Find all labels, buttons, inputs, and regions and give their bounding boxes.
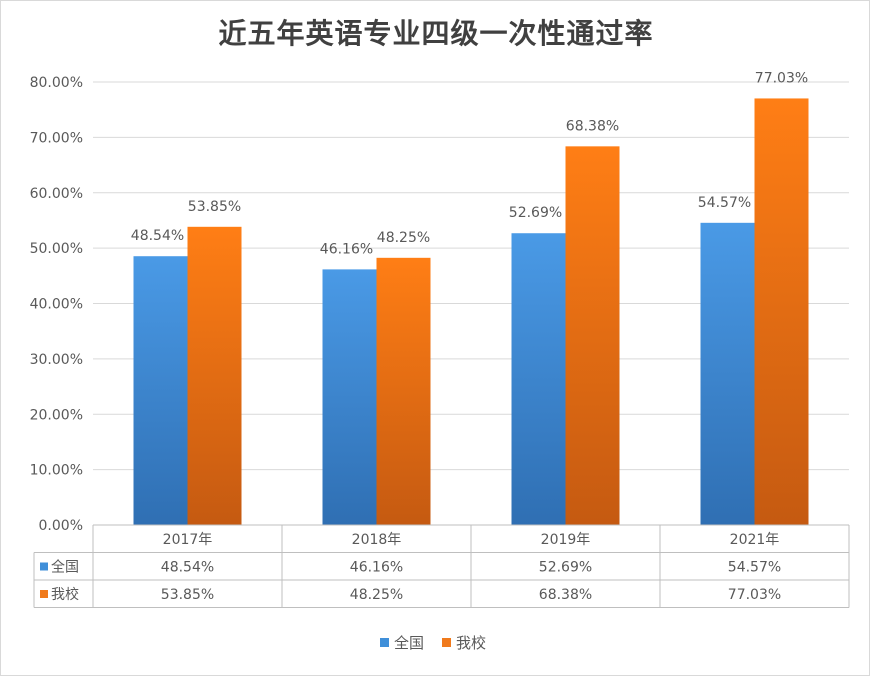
table-cell: 53.85%: [161, 587, 214, 603]
x-category-label: 2019年: [541, 532, 591, 548]
bar-school: [754, 98, 809, 525]
legend-key-national: [380, 638, 389, 647]
bar-national: [322, 269, 377, 525]
bar-national: [700, 222, 755, 526]
table-cell: 54.57%: [728, 560, 781, 576]
x-category-label: 2018年: [352, 532, 402, 548]
table-cell: 68.38%: [539, 587, 592, 603]
table-cell: 77.03%: [728, 587, 781, 603]
y-tick-label: 20.00%: [30, 407, 83, 423]
legend: 全国 我校: [380, 634, 486, 652]
y-tick-label: 60.00%: [30, 186, 83, 202]
data-labels: 48.54%53.85% 46.16%48.25% 52.69% 68.38% 54.5…: [131, 70, 808, 257]
bar-national: [133, 256, 188, 525]
x-category-label: 2021年: [730, 532, 780, 548]
legend-label: 我校: [456, 634, 486, 652]
y-tick-label: 40.00%: [30, 297, 83, 313]
bar-national: [511, 233, 566, 525]
data-label: 52.69%: [509, 205, 562, 221]
y-tick-label: 70.00%: [30, 130, 83, 146]
bar-school: [376, 257, 431, 525]
table-legend-key: [40, 590, 48, 598]
data-label: 46.16%: [320, 241, 373, 257]
y-tick-label: 80.00%: [30, 75, 83, 91]
table-series-name: 我校: [51, 586, 79, 603]
bar-school: [565, 146, 620, 525]
y-tick-label: 50.00%: [30, 241, 83, 257]
table-legend-key: [40, 562, 48, 571]
data-label: 53.85%: [188, 199, 241, 215]
data-label: 48.54%: [131, 228, 184, 244]
legend-key-school: [442, 638, 451, 647]
table-cell: 52.69%: [539, 560, 592, 576]
data-label: 54.57%: [698, 195, 751, 211]
y-tick-label: 30.00%: [30, 352, 83, 368]
bar-school: [187, 226, 242, 526]
table-cell: 48.54%: [161, 560, 214, 576]
data-label: 68.38%: [566, 118, 619, 134]
table-cell: 48.25%: [350, 587, 403, 603]
table-series-name: 全国: [51, 559, 79, 576]
y-tick-label: 10.00%: [30, 463, 83, 479]
chart-title: 近五年英语专业四级一次性通过率: [218, 17, 654, 50]
data-label: 77.03%: [755, 70, 808, 86]
x-category-label: 2017年: [163, 532, 213, 548]
y-axis: 0.00% 10.00% 20.00% 30.00% 40.00% 50.00% 60.00…: [30, 75, 83, 534]
bars: [133, 98, 809, 526]
data-label: 48.25%: [377, 230, 430, 246]
legend-label: 全国: [394, 634, 424, 652]
y-tick-label: 0.00%: [39, 518, 83, 534]
table-cell: 46.16%: [350, 560, 403, 576]
